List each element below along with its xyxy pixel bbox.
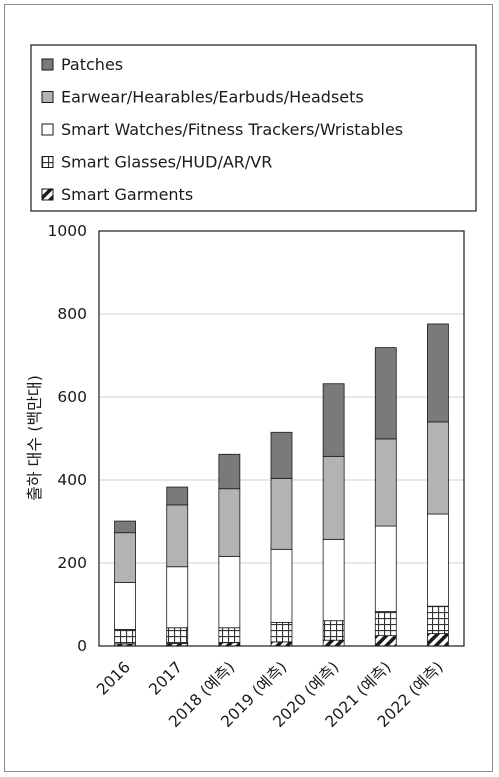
bar-segment [322,620,345,641]
legend-label: Smart Glasses/HUD/AR/VR [61,153,272,172]
bar-segment [218,453,241,490]
bar-segment [374,611,397,637]
legend-border [30,44,477,212]
bar-segment [322,455,345,540]
legend-swatch [41,123,54,136]
bar-segment [374,347,397,440]
legend-swatch [41,156,54,168]
bar-segment [427,605,449,634]
y-tick-label: 400 [57,471,87,489]
bar-segment [218,555,241,629]
legend-swatch [41,91,54,103]
figure-frame [4,4,493,772]
legend-label: Patches [61,55,123,74]
bar-segment [322,639,345,647]
plot-border [98,230,465,647]
bar-segment [374,438,397,527]
y-tick-label: 0 [77,637,87,655]
y-tick-label: 600 [57,388,87,406]
bar-segment [114,520,136,534]
y-axis-label: 출하 대수 (백만대) [25,375,44,501]
bar-segment [427,513,449,607]
bar-segment [166,566,189,629]
legend-label: Earwear/Hearables/Earbuds/Headsets [61,88,364,107]
legend-swatch [41,58,54,71]
bar-segment [166,504,189,568]
y-tick-label: 800 [57,305,87,323]
bar-segment [270,548,293,623]
bar-segment [166,486,189,506]
bar-segment [218,488,241,557]
bar-segment [374,525,397,612]
bar-segment [270,431,293,479]
y-tick-label: 1000 [48,222,87,240]
bar-segment [322,538,345,622]
x-tick-label: 2017 [145,658,186,699]
bar-segment [270,641,293,647]
y-tick-label: 200 [57,554,87,572]
bar-segment [427,633,449,647]
bar-segment [114,629,136,645]
bar-segment [322,383,345,457]
bar-segment [427,323,449,423]
legend-swatch [41,188,54,201]
bar-segment [270,477,293,550]
bar-segment [218,627,241,644]
legend-label: Smart Garments [61,185,193,204]
bar-segment [114,582,136,630]
legend: Patches Earwear/Hearables/Earbuds/Headset… [30,44,477,212]
bar-segment [166,627,189,644]
bar-segment [374,635,397,647]
bar-segment [427,421,449,515]
x-tick-label: 2016 [93,658,134,699]
legend-label: Smart Watches/Fitness Trackers/Wristable… [61,120,403,139]
bar-segment [114,532,136,583]
bar-segment [270,621,293,643]
